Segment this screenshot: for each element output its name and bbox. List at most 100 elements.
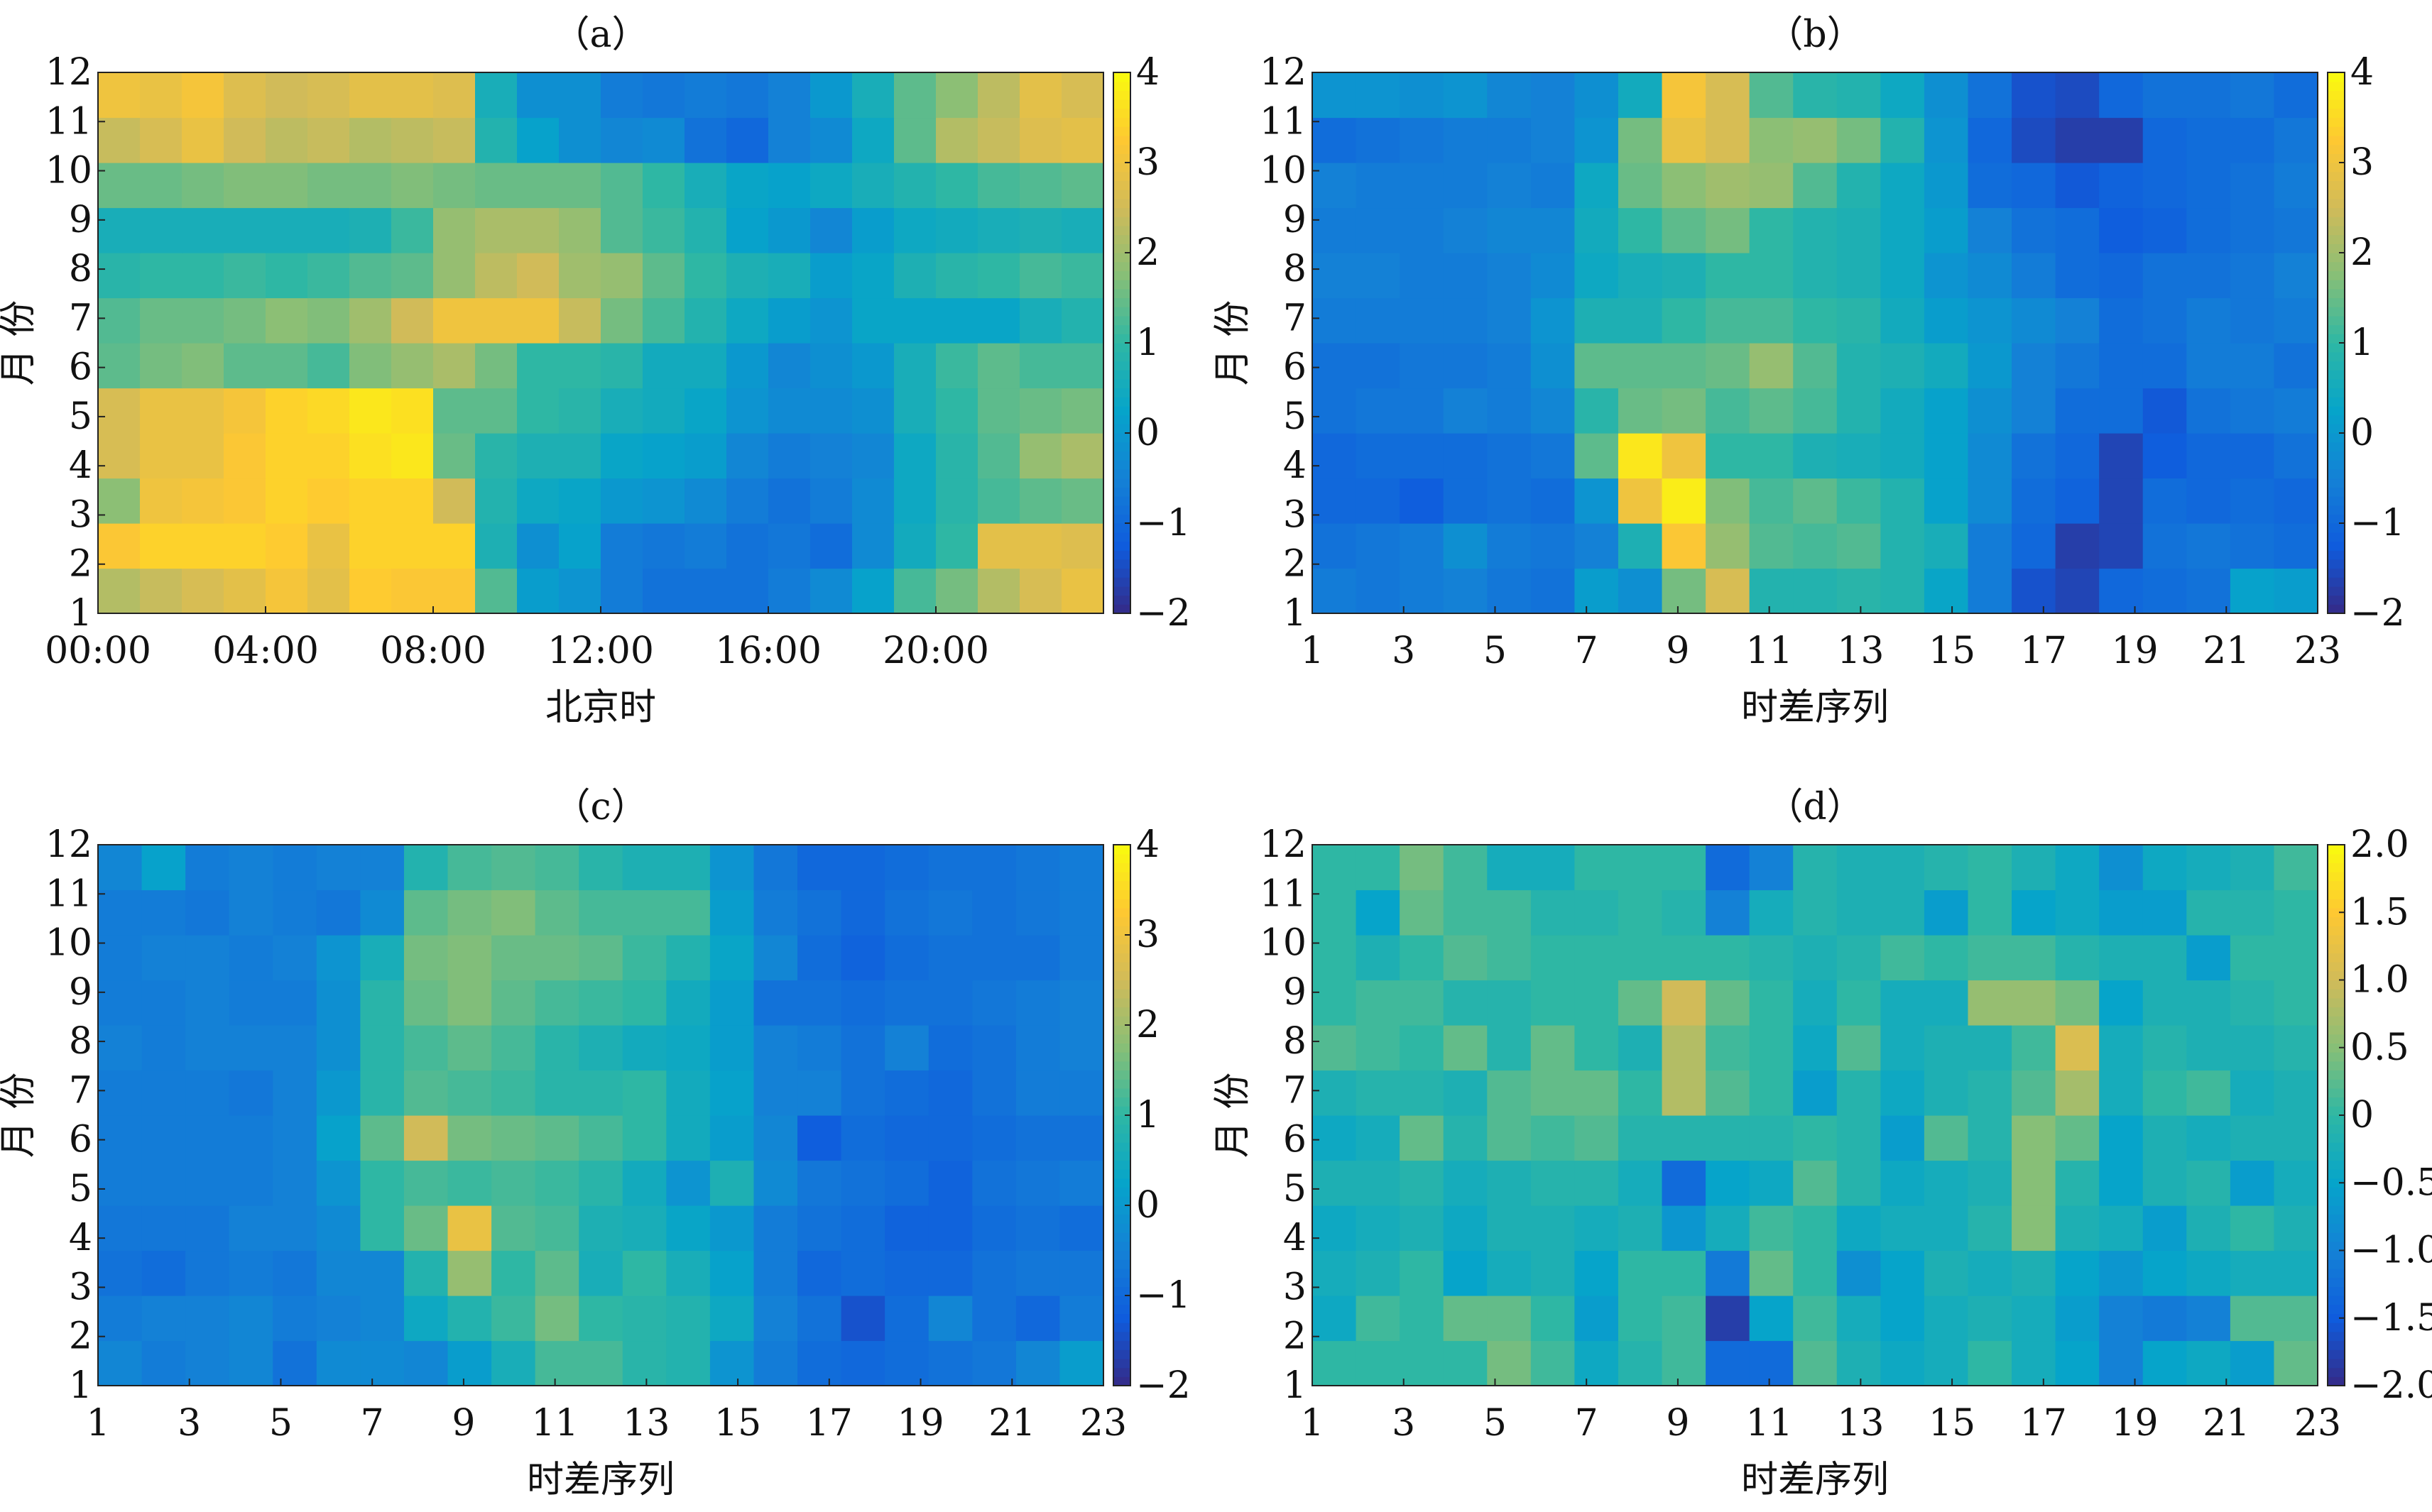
colorbar-segment xyxy=(2328,559,2345,569)
heatmap-cell xyxy=(936,433,978,479)
heatmap-cell xyxy=(1574,297,1619,344)
heatmap-cell xyxy=(936,388,978,434)
colorbar-segment xyxy=(1113,280,1130,290)
colorbar-segment xyxy=(1113,405,1130,416)
colorbar-segment xyxy=(1113,378,1130,389)
heatmap-cell xyxy=(2099,207,2144,253)
heatmap-cell xyxy=(2012,1250,2056,1296)
heatmap-cell xyxy=(1530,1160,1575,1206)
heatmap-cell xyxy=(1968,845,2012,891)
heatmap-cell xyxy=(885,1160,929,1206)
heatmap-cell xyxy=(535,980,579,1026)
heatmap-cell xyxy=(2186,1340,2231,1386)
heatmap-cell xyxy=(1706,845,1750,891)
colorbar-segment xyxy=(1113,1160,1130,1170)
y-tick-label: 10 xyxy=(45,150,92,192)
heatmap-cell xyxy=(753,935,798,981)
heatmap-cells xyxy=(1312,845,2318,1386)
x-tick-label: 17 xyxy=(806,1402,853,1445)
colorbar-segment xyxy=(2328,541,2345,551)
heatmap-cell xyxy=(1968,568,2012,614)
heatmap-cell xyxy=(643,207,685,253)
colorbar-tick-label: 1 xyxy=(2350,322,2374,364)
heatmap-cell xyxy=(1968,1295,2012,1342)
heatmap-cell xyxy=(1662,1340,1706,1386)
heatmap-cell xyxy=(1356,253,1400,299)
x-tick-label: 04:00 xyxy=(212,630,319,672)
colorbar-segment xyxy=(1113,1358,1130,1369)
heatmap-cell xyxy=(1059,1160,1104,1206)
heatmap-cell xyxy=(360,1115,405,1161)
heatmap-cell xyxy=(475,117,518,163)
heatmap-cell xyxy=(98,1160,143,1206)
heatmap-cell xyxy=(185,1160,230,1206)
heatmap-cell xyxy=(229,1295,273,1342)
heatmap-cell xyxy=(1487,1025,1532,1071)
colorbar-segment xyxy=(1113,953,1130,963)
heatmap-cell xyxy=(98,478,141,524)
heatmap-cell xyxy=(1574,1025,1619,1071)
heatmap-cell xyxy=(2186,253,2231,299)
heatmap-cell xyxy=(224,207,266,253)
heatmap-cell xyxy=(266,117,308,163)
heatmap-cell xyxy=(810,207,853,253)
y-tick-label: 11 xyxy=(1260,872,1307,915)
colorbar-segment xyxy=(2328,595,2345,605)
colorbar-tick-label: 0 xyxy=(2350,412,2374,454)
heatmap-cell xyxy=(601,297,643,344)
heatmap-cell xyxy=(1836,1250,1881,1296)
heatmap-cell xyxy=(2012,568,2056,614)
y-tick-label: 2 xyxy=(1283,1315,1307,1358)
heatmap-cell xyxy=(885,1250,929,1296)
heatmap-cell xyxy=(2055,253,2100,299)
heatmap-cell xyxy=(885,1025,929,1071)
heatmap-cell xyxy=(622,1205,667,1251)
plot-frame xyxy=(1312,844,2318,1386)
heatmap-cell xyxy=(2230,478,2275,524)
heatmap-cell xyxy=(266,478,308,524)
heatmap-cell xyxy=(928,1025,973,1071)
colorbar-segment xyxy=(2328,1187,2345,1197)
panel-title: （c） xyxy=(553,786,648,828)
heatmap-cell xyxy=(2099,433,2144,479)
heatmap-cell xyxy=(666,1160,711,1206)
heatmap-cell xyxy=(1618,343,1663,389)
heatmap-cell xyxy=(972,1115,1017,1161)
colorbar-segment xyxy=(2328,1016,2345,1026)
heatmap-cell xyxy=(753,1160,798,1206)
heatmap-cell xyxy=(1356,523,1400,569)
heatmap-cell xyxy=(266,343,308,389)
heatmap-cell xyxy=(2274,980,2318,1026)
heatmap-cell xyxy=(447,1205,492,1251)
heatmap-cell xyxy=(797,1070,842,1116)
heatmap-cell xyxy=(98,388,141,434)
heatmap-cell xyxy=(1062,388,1104,434)
heatmap-cell xyxy=(360,889,405,936)
heatmap-cell xyxy=(307,253,350,299)
heatmap-cell xyxy=(1312,163,1357,209)
heatmap-cell xyxy=(797,1250,842,1296)
heatmap-cell xyxy=(709,1115,755,1161)
colorbar-segment xyxy=(1113,970,1130,981)
heatmap-cell xyxy=(1062,343,1104,389)
heatmap-cell xyxy=(2099,1295,2144,1342)
heatmap-cell xyxy=(1662,297,1706,344)
heatmap-cell xyxy=(1487,1340,1532,1386)
heatmap-cell xyxy=(1880,845,1925,891)
x-tick-label: 21 xyxy=(988,1402,1035,1445)
heatmap-cell xyxy=(1924,1070,1969,1116)
heatmap-cell xyxy=(2099,1115,2144,1161)
heatmap-cell xyxy=(841,1115,885,1161)
colorbar-segment xyxy=(2328,1079,2345,1089)
heatmap-cells xyxy=(98,72,1104,614)
heatmap-cell xyxy=(1662,1295,1706,1342)
heatmap-cell xyxy=(224,117,266,163)
heatmap-cell xyxy=(1062,72,1104,119)
heatmap-cell xyxy=(273,889,317,936)
heatmap-cell xyxy=(1662,1025,1706,1071)
heatmap-cell xyxy=(1924,845,1969,891)
x-tick-label: 7 xyxy=(361,1402,384,1445)
heatmap-cell xyxy=(1530,1250,1575,1296)
